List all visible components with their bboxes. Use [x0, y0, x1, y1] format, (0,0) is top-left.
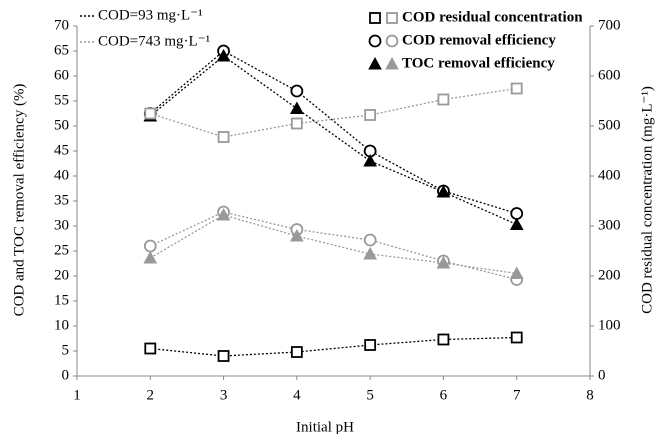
data-point [510, 207, 524, 220]
series-line [150, 211, 517, 281]
y-tick-label: 10 [54, 317, 69, 333]
y-tick-label: 20 [54, 267, 69, 283]
series-line [149, 50, 517, 215]
y2-axis-label: COD residual concentration (mg·L⁻¹) [639, 86, 655, 314]
y2-tick-label: 0 [598, 367, 606, 383]
data-point [509, 217, 524, 230]
y-tick-label: 5 [62, 342, 70, 358]
x-tick-label: 6 [440, 387, 448, 403]
legend-marker [385, 56, 399, 70]
data-point [363, 233, 377, 247]
legend-marker [368, 56, 382, 70]
data-point [436, 255, 451, 269]
data-point [510, 82, 523, 95]
y-tick-label: 30 [54, 217, 69, 233]
y-tick-label: 15 [54, 292, 69, 308]
x-tick-label: 7 [513, 387, 521, 403]
data-point [217, 131, 230, 143]
data-point [143, 239, 157, 253]
x-tick-label: 8 [586, 387, 594, 403]
data-point [217, 350, 230, 362]
data-point [437, 333, 450, 346]
y-tick-label: 65 [54, 42, 69, 58]
data-point [290, 228, 304, 242]
data-point [290, 346, 303, 358]
data-point [363, 153, 377, 167]
data-point [290, 117, 303, 130]
x-axis-label: Initial pH [296, 419, 354, 434]
y-tick-label: 55 [54, 92, 69, 108]
data-point [509, 266, 524, 279]
x-tick-label: 4 [293, 387, 301, 403]
legend-label: COD=93 mg·L⁻¹ [98, 7, 203, 23]
y2-tick-label: 700 [598, 17, 621, 33]
y-tick-label: 0 [62, 367, 70, 383]
legend-marker [385, 34, 399, 48]
y-tick-label: 60 [54, 67, 69, 83]
data-point [364, 339, 377, 351]
legend-marker [369, 12, 381, 24]
x-tick-label: 3 [220, 387, 228, 403]
data-point [510, 331, 523, 344]
y-tick-label: 40 [54, 167, 69, 183]
x-tick-label: 5 [366, 387, 374, 403]
x-tick-label: 1 [73, 387, 81, 403]
data-point [436, 184, 451, 198]
y2-tick-label: 400 [598, 167, 621, 183]
series-line [150, 87, 517, 138]
legend-marker [368, 34, 382, 48]
data-point [144, 342, 157, 355]
y-tick-label: 45 [54, 142, 69, 158]
series-line [150, 336, 517, 357]
legend-label: COD=743 mg·L⁻¹ [98, 33, 210, 49]
data-point [143, 250, 158, 264]
y-tick-label: 50 [54, 117, 69, 133]
series-line [149, 55, 517, 226]
data-point [363, 246, 377, 260]
y-axis-label: COD and TOC removal efficiency (%) [11, 84, 27, 317]
y2-tick-label: 500 [598, 117, 621, 133]
y2-tick-label: 200 [598, 267, 621, 283]
y2-tick-label: 100 [598, 317, 621, 333]
data-point [364, 109, 377, 121]
data-point [216, 48, 231, 62]
x-tick-label: 2 [147, 387, 155, 403]
y2-tick-label: 300 [598, 217, 621, 233]
y2-tick-label: 600 [598, 67, 621, 83]
legend-label: COD residual concentration [402, 9, 583, 25]
legend-label: COD removal efficiency [402, 32, 556, 48]
legend-label: TOC removal efficiency [402, 55, 555, 71]
series-line [149, 214, 517, 275]
data-point [144, 107, 157, 120]
y-tick-label: 25 [54, 242, 69, 258]
legend-marker [386, 12, 398, 24]
data-point [437, 93, 450, 106]
y-tick-label: 35 [54, 192, 69, 208]
y-tick-label: 70 [54, 17, 69, 33]
data-point [216, 207, 231, 221]
data-point [290, 101, 304, 114]
data-point [290, 84, 304, 98]
